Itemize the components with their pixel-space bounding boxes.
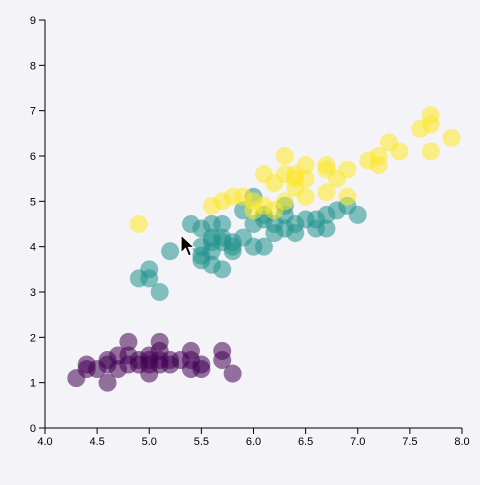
scatter-point xyxy=(348,205,367,224)
y-tick-label: 1 xyxy=(30,378,36,390)
scatter-point xyxy=(129,215,148,233)
x-tick-label: 5.5 xyxy=(194,436,209,448)
scatter-point xyxy=(338,160,357,179)
scatter-point xyxy=(98,373,117,392)
scatter-point xyxy=(442,128,461,147)
scatter-point xyxy=(296,169,315,188)
scatter-point xyxy=(254,237,273,256)
scatter-point xyxy=(181,341,200,360)
scatter-point xyxy=(317,183,336,202)
y-tick-label: 2 xyxy=(30,332,36,344)
scatter-point xyxy=(296,187,315,206)
scatter-point xyxy=(275,147,294,165)
x-tick-label: 5.0 xyxy=(142,436,157,448)
scatter-point xyxy=(213,260,232,279)
x-tick-label: 7.5 xyxy=(402,436,417,448)
scatter-point xyxy=(338,187,357,206)
y-tick-label: 4 xyxy=(30,242,36,254)
scatter-point xyxy=(192,355,211,374)
scatter-point xyxy=(317,219,336,238)
y-tick-label: 3 xyxy=(30,287,36,299)
points-layer xyxy=(67,106,461,392)
x-tick-label: 4.0 xyxy=(37,436,52,448)
y-tick-label: 9 xyxy=(30,15,36,27)
y-tick-label: 8 xyxy=(30,60,36,72)
scatter-point xyxy=(150,332,169,351)
axes-layer: 4.0 4.5 5.0 5.5 6.0 6.5 7.0 7.5 8.0 0 1 2 3 4 5 6 7 8 9 xyxy=(30,15,470,448)
y-tick-label: 0 xyxy=(30,423,36,435)
scatter-point xyxy=(161,242,180,261)
scatter-point xyxy=(275,192,294,211)
scatter-point xyxy=(140,260,159,279)
scatter-point xyxy=(390,142,409,161)
y-tick-label: 7 xyxy=(30,106,36,118)
scatter-point xyxy=(213,341,232,360)
x-tick-label: 4.5 xyxy=(89,436,104,448)
scatter-point xyxy=(317,156,336,175)
x-tick-label: 6.5 xyxy=(298,436,313,448)
scatter-point xyxy=(369,147,388,165)
scatter-point xyxy=(150,283,169,301)
scatter-point xyxy=(119,332,138,351)
scatter-point xyxy=(296,156,315,175)
mouse-cursor-icon xyxy=(180,234,196,257)
x-tick-label: 8.0 xyxy=(454,436,469,448)
y-tick-label: 6 xyxy=(30,151,36,163)
x-tick-label: 6.0 xyxy=(246,436,261,448)
y-tick-label: 5 xyxy=(30,196,36,208)
scatter-point xyxy=(421,106,440,125)
x-tick-label: 7.0 xyxy=(350,436,365,448)
scatter-point xyxy=(421,142,440,161)
scatter-point xyxy=(213,215,232,233)
scatter-point xyxy=(223,364,242,383)
